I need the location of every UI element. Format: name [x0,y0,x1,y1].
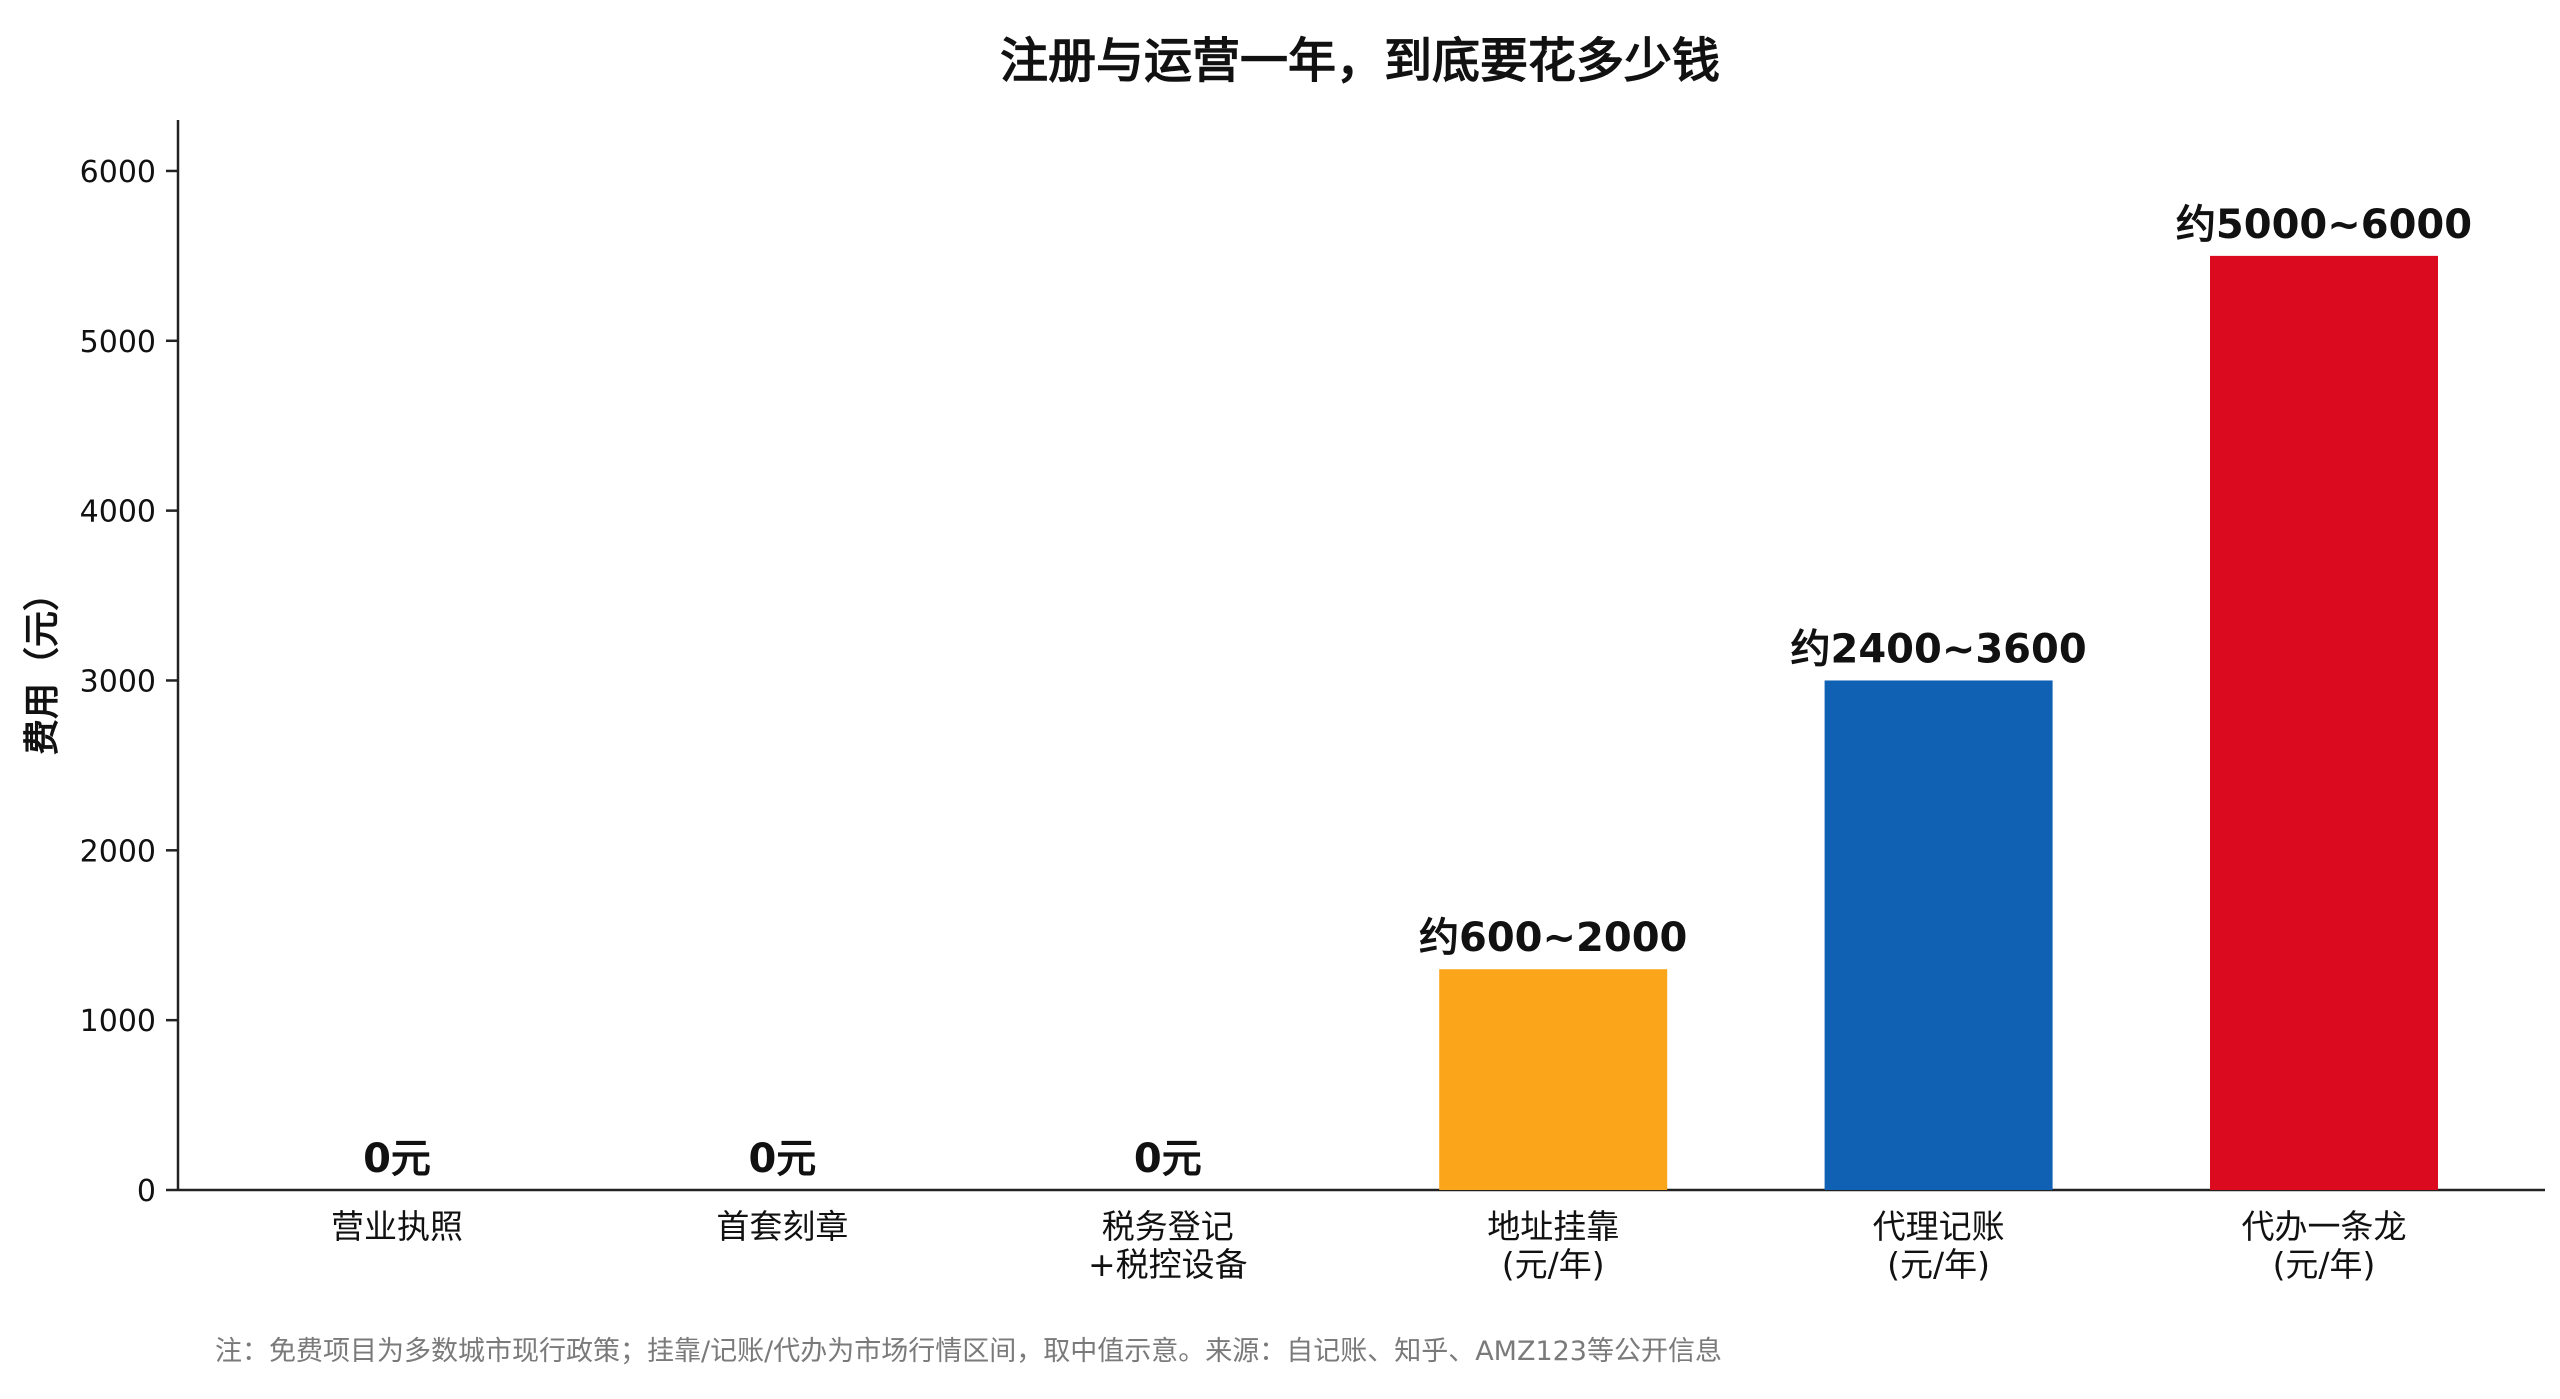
footnote: 注：免费项目为多数城市现行政策；挂靠/记账/代办为市场行情区间，取中值示意。来源… [215,1336,1722,1367]
y-tick-label: 0 [137,1174,156,1209]
category-label: 首套刻章 [716,1207,848,1246]
y-axis-label: 费用（元） [22,575,63,755]
y-tick-label: 1000 [80,1004,156,1039]
data-label: 0元 [748,1136,816,1182]
bar [2210,255,2438,1190]
category-label: (元/年) [1502,1245,1605,1284]
chart-title: 注册与运营一年，到底要花多少钱 [1000,33,1720,89]
category-label: (元/年) [1887,1245,1990,1284]
category-labels: 营业执照 首套刻章 税务登记+税控设备地址挂靠(元/年)代理记账(元/年)代办一条龙… [331,1207,2407,1284]
y-tick-label: 2000 [80,834,156,869]
data-labels: 0元 0元 0元 约600~2000 约2400~3600 约5000~6000 [363,202,2472,1182]
category-label: 地址挂靠 [1487,1207,1619,1246]
bar [1439,969,1668,1190]
bar [1824,680,2053,1190]
y-tick-label: 6000 [80,155,156,190]
data-label: 约5000~6000 [2176,202,2472,248]
category-label: 营业执照 [331,1207,463,1246]
category-label: 代理记账 [1873,1207,2005,1246]
bars [1439,255,2438,1190]
category-label: (元/年) [2273,1245,2376,1284]
category-label: 税务登记 [1102,1207,1234,1246]
y-tick-label: 4000 [80,495,156,530]
y-tick-label: 3000 [80,664,156,699]
category-label: +税控设备 [1088,1245,1248,1284]
y-axis-ticks: 0 1000 2000 3000 4000 5000 6000 [80,155,178,1209]
data-label: 0元 [363,1136,431,1182]
category-label: 代办一条龙 [2242,1207,2407,1246]
y-tick-label: 5000 [80,325,156,360]
data-label: 约600~2000 [1419,915,1687,961]
data-label: 0元 [1134,1136,1202,1182]
data-label: 约2400~3600 [1791,626,2087,672]
